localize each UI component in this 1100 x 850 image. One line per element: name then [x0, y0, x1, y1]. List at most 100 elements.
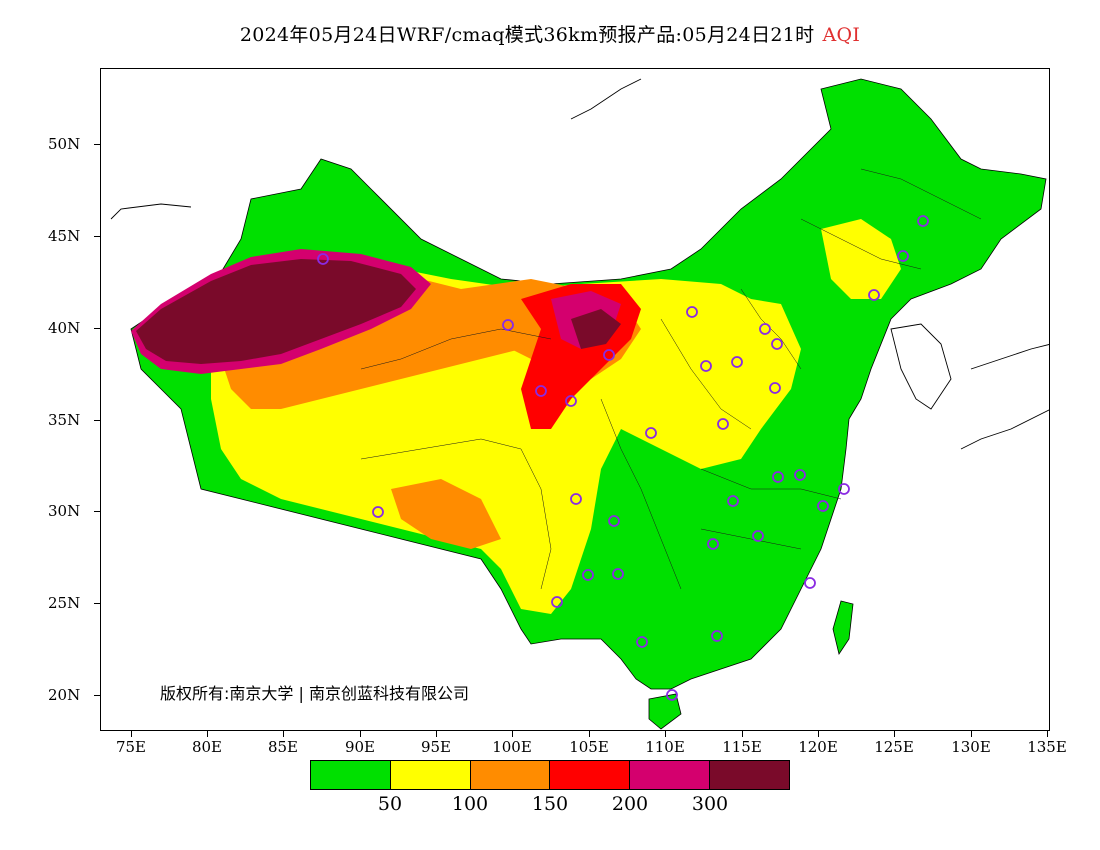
y-tick-label: 50N: [48, 135, 81, 153]
station-marker: [700, 360, 712, 372]
y-tick-label: 35N: [48, 411, 81, 429]
legend-label: 200: [611, 793, 649, 815]
x-tick-label: 85E: [267, 738, 299, 756]
station-marker: [897, 250, 909, 262]
station-marker: [686, 306, 698, 318]
legend-label: 300: [691, 793, 729, 815]
y-tick-label: 30N: [48, 502, 81, 520]
legend-swatch-sensitive: [470, 761, 551, 789]
x-tick-mark: [971, 731, 972, 737]
y-tick-label: 20N: [48, 686, 81, 704]
y-tick-label: 40N: [48, 319, 81, 337]
x-tick-mark: [131, 731, 132, 737]
aqi-legend: [310, 760, 790, 790]
station-marker: [551, 596, 563, 608]
station-marker: [636, 636, 648, 648]
x-tick-mark: [1047, 731, 1048, 737]
station-marker: [707, 538, 719, 550]
x-tick-label: 105E: [569, 738, 609, 756]
x-tick-label: 80E: [191, 738, 223, 756]
figure-title: 2024年05月24日WRF/cmaq模式36km预报产品:05月24日21时 A…: [0, 20, 1100, 47]
aqi-region-hazardous: [136, 259, 416, 364]
x-tick-mark: [207, 731, 208, 737]
y-tick-mark: [94, 236, 100, 237]
y-tick-mark: [94, 328, 100, 329]
station-marker: [645, 427, 657, 439]
x-tick-label: 75E: [115, 738, 147, 756]
x-tick-label: 130E: [951, 738, 991, 756]
x-tick-label: 100E: [492, 738, 532, 756]
legend-label: 150: [531, 793, 569, 815]
station-marker: [565, 395, 577, 407]
station-marker: [727, 495, 739, 507]
map-frame: [100, 68, 1050, 731]
station-marker: [838, 483, 850, 495]
station-marker: [759, 323, 771, 335]
x-tick-label: 90E: [344, 738, 376, 756]
title-product: AQI: [822, 24, 861, 46]
station-marker: [817, 500, 829, 512]
y-tick-mark: [94, 603, 100, 604]
station-marker: [612, 568, 624, 580]
x-tick-mark: [283, 731, 284, 737]
station-marker: [731, 356, 743, 368]
map-canvas: [110, 78, 1049, 730]
station-marker: [582, 569, 594, 581]
x-tick-label: 115E: [722, 738, 762, 756]
station-marker: [771, 338, 783, 350]
station-marker: [372, 506, 384, 518]
x-tick-mark: [818, 731, 819, 737]
province-boundaries: [360, 168, 982, 590]
y-tick-mark: [94, 420, 100, 421]
taiwan-island: [832, 600, 854, 655]
x-tick-label: 95E: [420, 738, 452, 756]
x-tick-mark: [894, 731, 895, 737]
station-marker: [772, 471, 784, 483]
legend-swatch-unhealthy: [550, 761, 631, 789]
title-main: 2024年05月24日WRF/cmaq模式36km预报产品:05月24日21时: [239, 24, 815, 46]
y-tick-mark: [94, 511, 100, 512]
aqi-region-sensitive-2: [391, 479, 501, 549]
station-marker: [317, 253, 329, 265]
x-tick-mark: [589, 731, 590, 737]
legend-swatch-very-unhealthy: [630, 761, 711, 789]
station-marker: [794, 469, 806, 481]
y-tick-mark: [94, 695, 100, 696]
x-tick-mark: [360, 731, 361, 737]
station-marker: [603, 349, 615, 361]
y-tick-mark: [94, 144, 100, 145]
copyright-text: 版权所有:南京大学 | 南京创蓝科技有限公司: [160, 684, 469, 703]
station-marker: [570, 493, 582, 505]
legend-label: 100: [451, 793, 489, 815]
korea-japan-coastline: [890, 323, 1049, 450]
station-marker: [535, 385, 547, 397]
x-tick-label: 110E: [645, 738, 685, 756]
x-tick-mark: [742, 731, 743, 737]
x-tick-mark: [665, 731, 666, 737]
x-tick-mark: [436, 731, 437, 737]
legend-swatch-hazardous: [710, 761, 789, 789]
station-marker: [868, 289, 880, 301]
station-marker: [502, 319, 514, 331]
station-marker: [917, 215, 929, 227]
legend-swatch-moderate: [390, 761, 471, 789]
legend-label: 50: [377, 793, 403, 815]
legend-swatch-good: [311, 761, 391, 789]
x-tick-mark: [512, 731, 513, 737]
hainan-island: [648, 693, 682, 730]
x-tick-label: 135E: [1027, 738, 1067, 756]
x-tick-label: 125E: [874, 738, 914, 756]
aqi-region-hazardous-2: [571, 309, 621, 349]
y-tick-label: 45N: [48, 227, 81, 245]
station-marker: [804, 577, 816, 589]
y-tick-label: 25N: [48, 594, 81, 612]
station-marker: [752, 530, 764, 542]
station-marker: [608, 515, 620, 527]
station-marker: [711, 630, 723, 642]
station-marker: [717, 418, 729, 430]
kazakh-lake-coastline: [110, 78, 642, 220]
station-marker: [666, 689, 678, 701]
x-tick-label: 120E: [798, 738, 838, 756]
station-marker: [769, 382, 781, 394]
